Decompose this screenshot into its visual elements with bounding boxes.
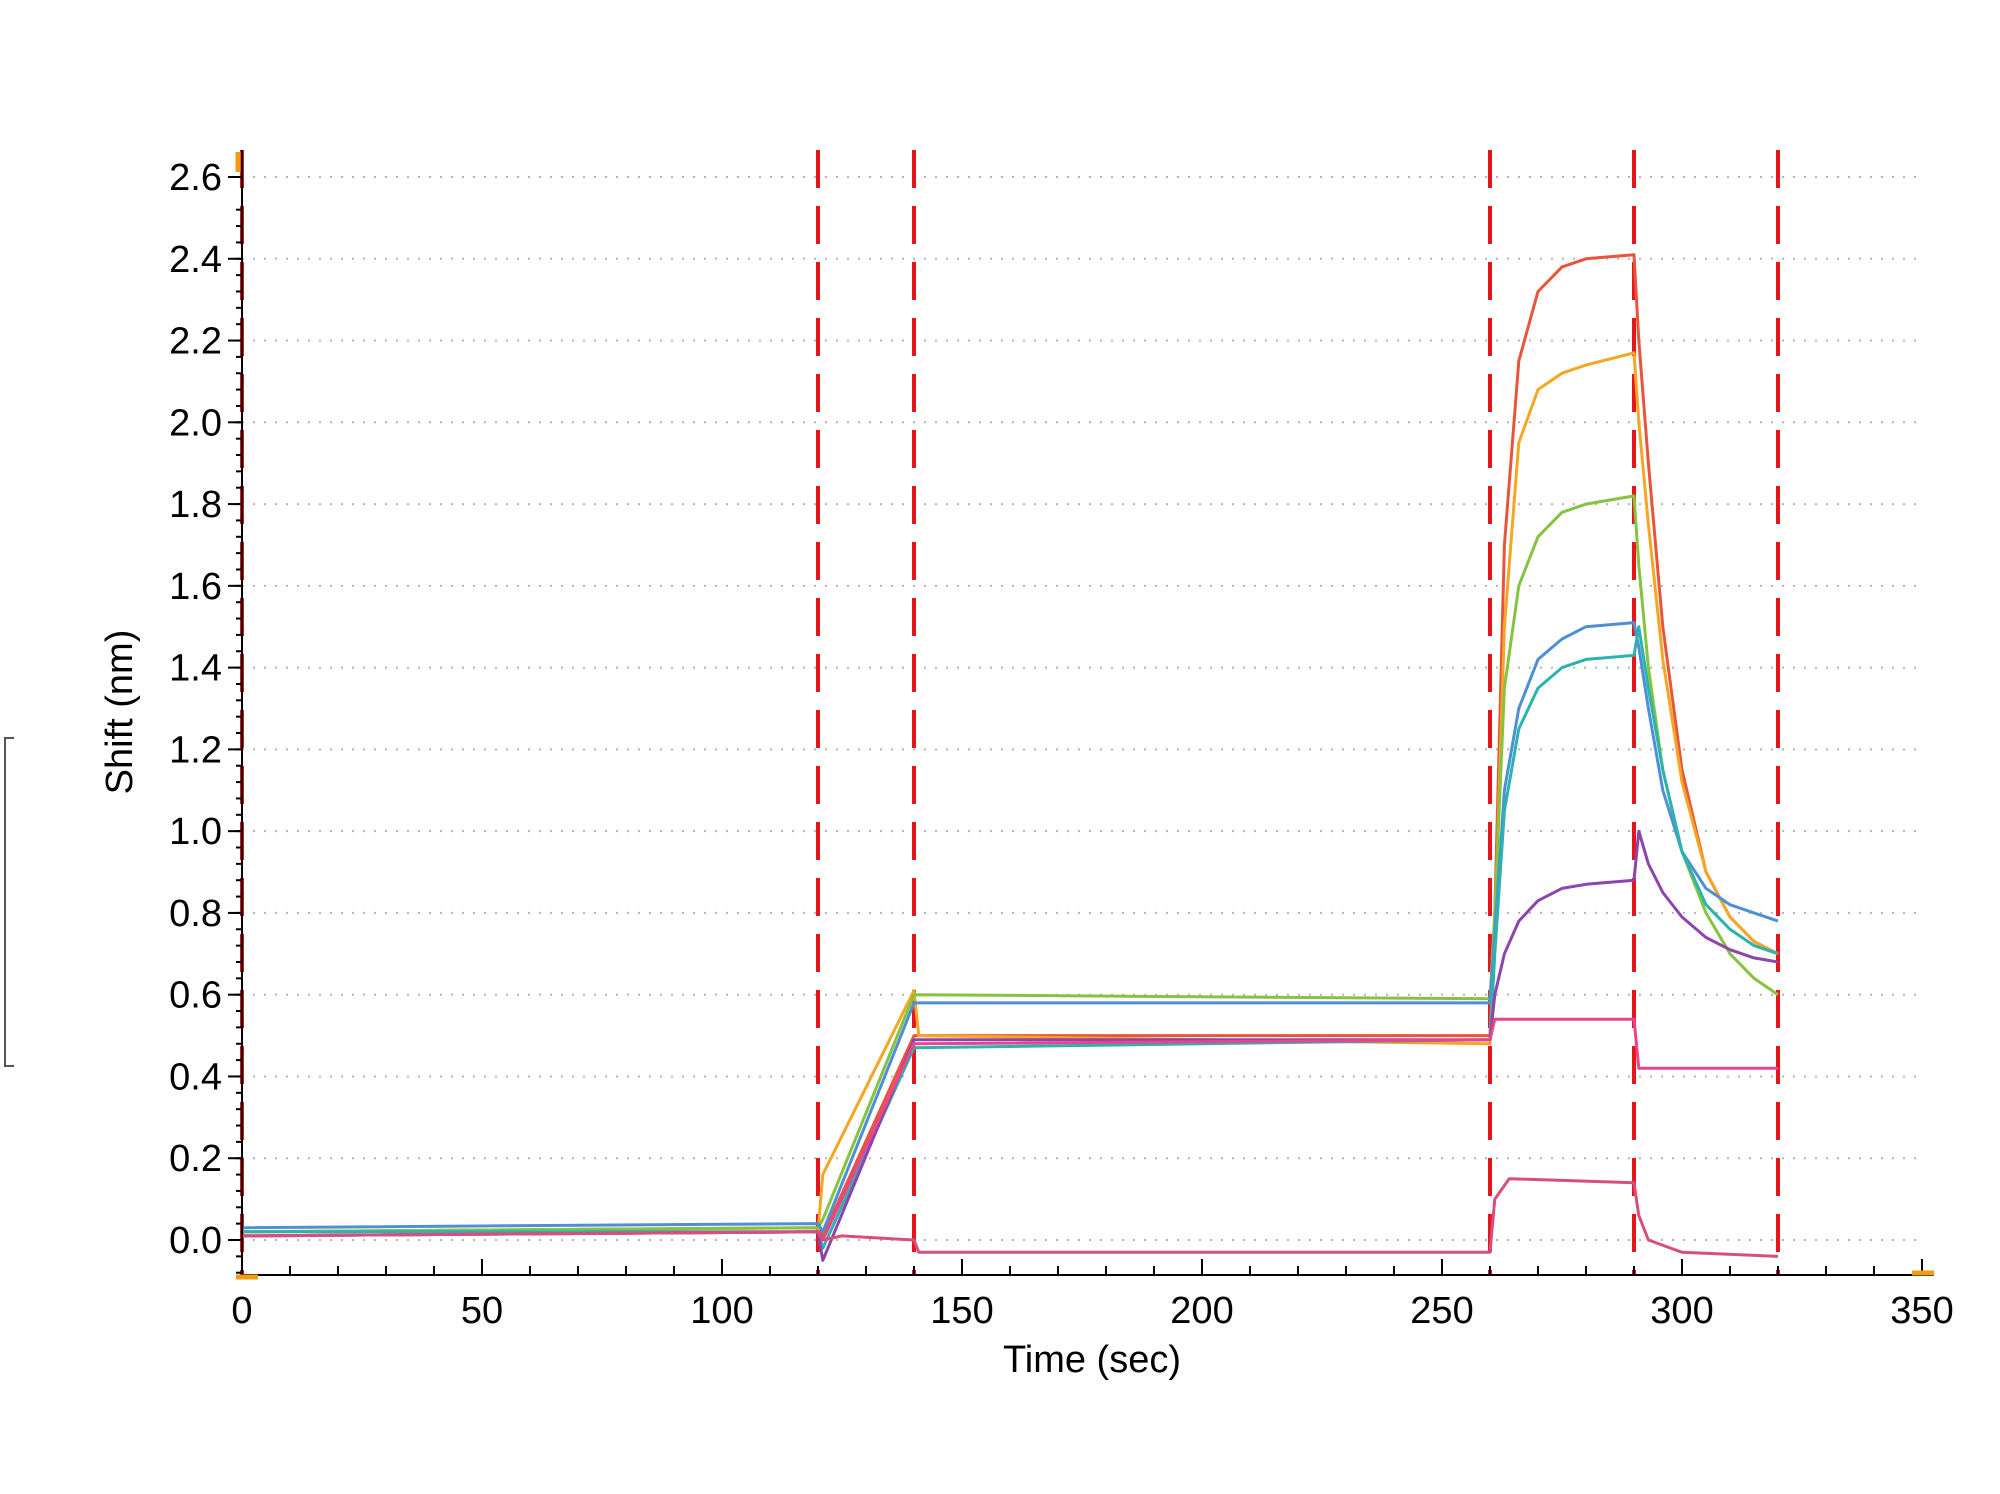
series-line [241, 1177, 1779, 1258]
x-tick-label: 0 [231, 1290, 252, 1332]
series-group [241, 253, 1779, 1262]
y-tick-label: 0.4 [169, 1056, 222, 1098]
series-line [241, 621, 1779, 1234]
series-line [241, 829, 1779, 1262]
x-axis-title: Time (sec) [1003, 1339, 1181, 1381]
series-line [241, 494, 1779, 1234]
y-tick-label: 0.8 [169, 893, 222, 935]
series-line [241, 1017, 1778, 1242]
y-tick-label: 1.0 [169, 811, 222, 853]
series-line [242, 625, 1779, 1250]
x-tick-label: 50 [461, 1290, 503, 1332]
y-tick-label: 1.8 [169, 484, 222, 526]
series-line [241, 253, 1779, 1238]
side-bracket [4, 737, 14, 1067]
y-tick-label: 2.6 [169, 157, 222, 199]
y-tick-label: 2.0 [169, 402, 222, 444]
y-tick-label: 0.6 [169, 975, 222, 1017]
x-tick-label: 100 [690, 1290, 753, 1332]
y-tick-label: 1.4 [169, 648, 222, 690]
y-tick-label: 1.6 [169, 566, 222, 608]
y-axis-title: Shift (nm) [99, 630, 141, 795]
axes [228, 150, 1934, 1280]
x-tick-label: 250 [1410, 1290, 1473, 1332]
y-tick-label: 0.2 [169, 1138, 222, 1180]
step-boundaries [240, 150, 1780, 1275]
x-tick-label: 300 [1650, 1290, 1713, 1332]
y-tick-label: 2.2 [169, 321, 222, 363]
tick-labels: 0.0 0.2 0.4 0.6 0.8 1.0 1.2 1.4 1.6 1.8 2.0 2.2 2.4 2… [169, 157, 1954, 1332]
y-tick-label: 1.2 [169, 729, 222, 771]
x-tick-label: 200 [1170, 1290, 1233, 1332]
x-tick-label: 350 [1890, 1290, 1953, 1332]
x-tick-label: 150 [930, 1290, 993, 1332]
y-tick-label: 0.0 [169, 1220, 222, 1262]
series-line [241, 351, 1779, 1238]
y-tick-label: 2.4 [169, 239, 222, 281]
